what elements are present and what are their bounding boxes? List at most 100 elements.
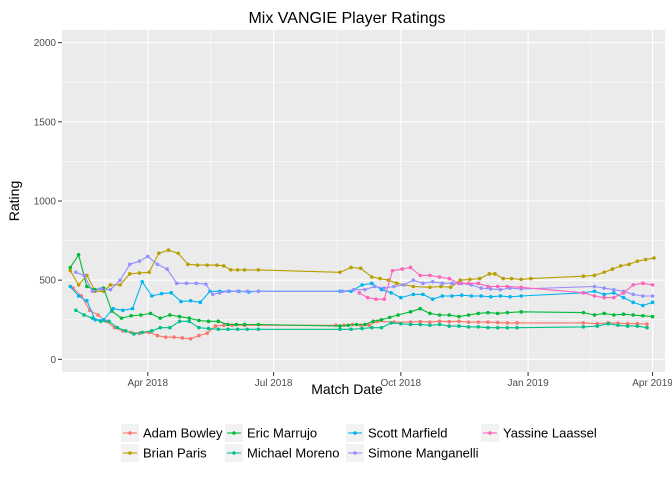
data-point-eric-marrujo [346,323,351,328]
data-point-michael-moreno [82,313,86,317]
data-point-scott-marfield [188,298,193,303]
data-point-adam-bowley [476,320,481,324]
data-point-simone-manganelli [401,283,406,287]
x-tick-label: Apr 2018 [127,378,168,389]
legend-label: Michael Moreno [247,446,340,461]
data-point-eric-marrujo [408,310,413,314]
data-point-brian-paris [643,257,648,262]
data-point-adam-bowley [205,331,210,336]
data-point-eric-marrujo [148,311,153,316]
data-point-scott-marfield [85,298,89,303]
data-point-brian-paris [242,268,247,272]
data-point-michael-moreno [168,325,172,330]
data-point-eric-marrujo [85,284,89,289]
data-point-yassine-laassel [408,265,413,270]
data-point-eric-marrujo [129,313,133,318]
data-point-eric-marrujo [168,313,172,317]
data-point-yassine-laassel [519,285,523,290]
legend-key-point [488,431,492,435]
data-point-brian-paris [166,248,171,252]
data-point-adam-bowley [367,323,371,328]
data-point-yassine-laassel [581,291,586,295]
data-point-eric-marrujo [457,314,461,319]
data-point-adam-bowley [197,333,201,338]
legend-label: Adam Bowley [143,426,223,441]
data-point-adam-bowley [188,336,193,341]
data-point-brian-paris [602,270,606,275]
data-point-simone-manganelli [631,292,635,297]
data-point-brian-paris [501,276,505,281]
data-point-brian-paris [581,274,586,279]
data-point-scott-marfield [159,291,164,296]
data-point-adam-bowley [515,321,519,325]
data-point-michael-moreno [338,327,342,332]
data-point-eric-marrujo [641,313,645,318]
data-point-eric-marrujo [119,316,124,320]
data-point-eric-marrujo [592,313,597,317]
data-point-scott-marfield [498,294,503,298]
data-point-brian-paris [439,284,443,289]
data-point-adam-bowley [466,320,471,324]
data-point-simone-manganelli [488,287,493,291]
y-tick-label: 1500 [34,117,57,128]
data-point-michael-moreno [123,329,128,333]
data-point-michael-moreno [645,325,649,330]
data-point-brian-paris [592,273,597,278]
data-point-eric-marrujo [428,311,432,316]
data-point-simone-manganelli [127,262,132,267]
data-point-simone-manganelli [340,289,345,294]
x-tick-label: Jul 2018 [255,378,293,389]
data-point-scott-marfield [631,300,635,305]
data-point-eric-marrujo [387,315,392,320]
data-point-brian-paris [118,283,122,287]
data-point-yassine-laassel [495,284,500,289]
data-point-adam-bowley [96,313,100,317]
data-point-eric-marrujo [447,313,452,317]
data-point-michael-moreno [447,324,452,328]
data-point-michael-moreno [115,325,120,330]
data-point-eric-marrujo [396,313,400,317]
data-point-brian-paris [529,276,533,281]
data-point-simone-manganelli [74,270,78,275]
data-point-yassine-laassel [650,283,655,287]
data-point-simone-manganelli [165,267,169,271]
data-point-adam-bowley [505,321,510,325]
data-point-simone-manganelli [174,281,179,286]
legend-key-point [128,431,132,435]
data-point-eric-marrujo [177,314,182,319]
data-point-adam-bowley [428,320,432,324]
y-tick-label: 0 [50,355,56,366]
x-axis: Apr 2018 Jul 2018 Oct 2018 Jan 2019 Apr 2019 [127,372,672,389]
data-point-eric-marrujo [650,314,655,319]
data-point-simone-manganelli [98,287,103,291]
data-point-michael-moreno [360,326,364,331]
data-point-simone-manganelli [411,278,416,282]
data-point-simone-manganelli [612,287,616,292]
data-point-michael-moreno [158,325,162,330]
data-point-michael-moreno [197,325,201,330]
data-point-simone-manganelli [194,281,198,286]
data-point-brian-paris [205,263,210,267]
data-point-scott-marfield [130,306,135,311]
x-tick-label: Jan 2019 [508,378,550,389]
data-point-michael-moreno [187,319,192,324]
data-point-eric-marrujo [476,311,481,316]
legend: Adam Bowley Brian Paris Eric Marrujo Michae… [121,424,597,462]
data-point-scott-marfield [488,294,493,299]
data-point-eric-marrujo [437,313,442,317]
y-tick-label: 2000 [34,38,57,49]
data-point-yassine-laassel [621,291,626,295]
data-point-simone-manganelli [363,287,367,292]
data-point-simone-manganelli [641,294,645,298]
data-point-brian-paris [627,262,631,267]
legend-label: Scott Marfield [368,426,447,441]
data-point-scott-marfield [68,284,73,289]
data-point-michael-moreno [635,324,640,328]
data-point-brian-paris [147,270,151,275]
data-point-eric-marrujo [379,317,384,322]
data-point-brian-paris [458,278,463,282]
data-point-simone-manganelli [155,262,160,267]
x-axis-title: Match Date [311,381,383,397]
data-point-eric-marrujo [197,318,201,323]
